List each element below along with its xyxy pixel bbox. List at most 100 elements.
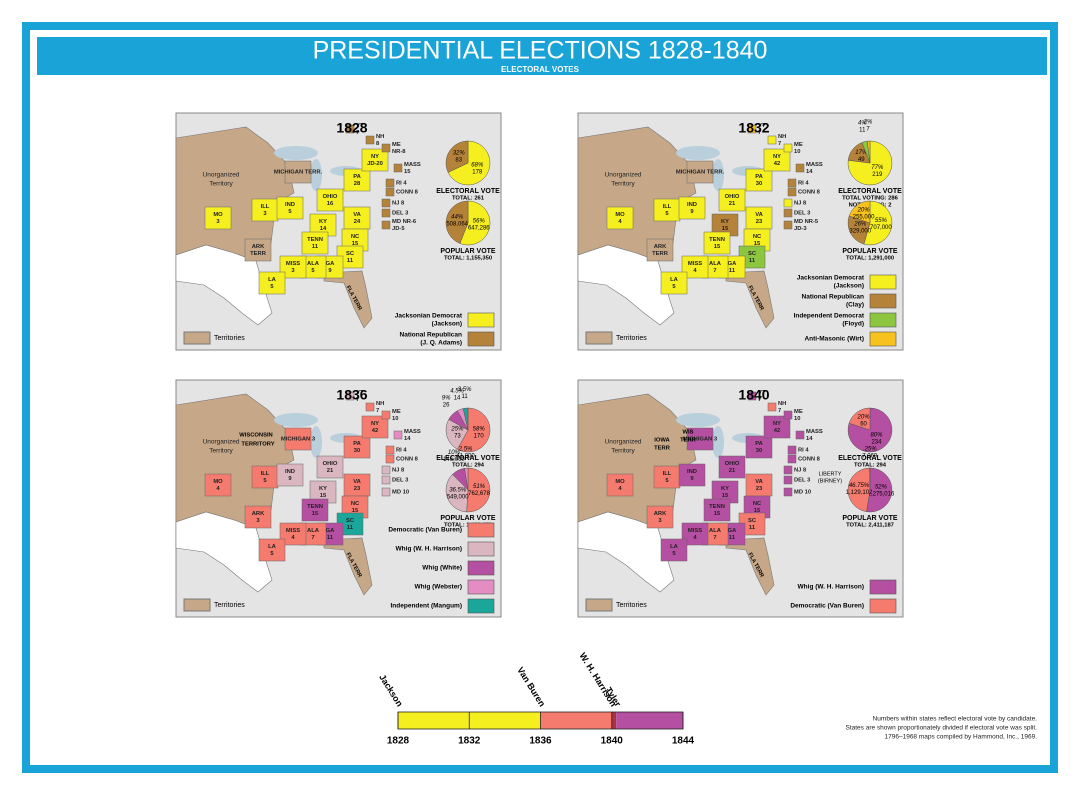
state-label: MD 10 <box>392 490 409 496</box>
state-label: KY <box>721 219 729 225</box>
pie-percent: 46.75% <box>849 483 870 489</box>
state-label: NC <box>351 501 360 507</box>
map-panel: MO3ILL3IND5OHIO16KY14TENN11VA24NC15SC11G… <box>175 112 502 351</box>
state-label: MISS <box>286 261 300 267</box>
pie-caption: ELECTORAL VOTE <box>838 455 902 462</box>
pie-count: 60 <box>860 422 867 428</box>
mexico-region <box>577 244 675 326</box>
state <box>703 231 731 255</box>
legend-swatch <box>467 312 495 328</box>
lake <box>676 146 720 160</box>
state-label: MICHIGAN TERR. <box>676 170 725 176</box>
pie-percent: 58% <box>473 426 486 432</box>
state-label: VA <box>755 479 763 485</box>
pie-slice <box>462 407 469 431</box>
term-bar <box>540 712 612 729</box>
state <box>393 163 403 173</box>
state-label: SC <box>346 251 355 257</box>
state-label: LA <box>268 277 277 283</box>
pie-percent: 3.5% <box>458 387 472 393</box>
legend-label: National Republican <box>400 332 463 339</box>
state-label: NC <box>351 234 360 240</box>
state-label: KY <box>319 219 327 225</box>
state-label: ALA <box>709 261 722 267</box>
state-label: 3 <box>256 518 260 524</box>
territory-label: Unorganized <box>605 172 642 179</box>
state-label: MISS <box>286 528 300 534</box>
state-label: ME <box>794 409 803 415</box>
pie-percent: 52% <box>875 484 888 490</box>
state-label: ARK <box>252 511 265 517</box>
state-label: 15 <box>754 241 761 247</box>
legend-swatch <box>869 312 897 328</box>
state-label: 11 <box>347 525 354 531</box>
state <box>361 148 389 172</box>
pie-count: 170 <box>474 433 485 439</box>
state-label: 14 <box>404 436 411 442</box>
legend-label: (Floyd) <box>842 321 864 328</box>
pie-slice <box>445 140 469 173</box>
state-label: NH <box>778 401 786 407</box>
state-label: 42 <box>774 161 780 167</box>
pie-percent: 77% <box>871 165 884 171</box>
state-label: 7 <box>311 535 314 541</box>
year: 1828 <box>336 120 367 136</box>
state-label: NY <box>773 421 781 427</box>
state-label: PA <box>353 441 361 447</box>
state-label: ARK <box>654 244 667 250</box>
state-label: 4 <box>693 268 697 274</box>
state-label: ARK <box>654 511 667 517</box>
state-label: 24 <box>354 219 361 225</box>
state-label: 15 <box>352 241 359 247</box>
state-label: NH <box>376 134 384 140</box>
state-label: 30 <box>756 448 762 454</box>
state-label: 42 <box>774 428 780 434</box>
state-label: SC <box>346 518 355 524</box>
state-label: GA <box>326 261 336 267</box>
state-label: NH <box>376 401 384 407</box>
lake <box>274 146 318 160</box>
territory-legend: Territories <box>616 335 647 342</box>
florida <box>323 537 373 596</box>
pie-percent: 4.5% <box>450 389 464 395</box>
state <box>365 402 375 412</box>
state-label: 11 <box>749 258 756 264</box>
state-label: TENN <box>709 237 725 243</box>
state <box>244 505 272 529</box>
territory-swatch <box>585 598 613 612</box>
term-bar <box>611 712 617 729</box>
state <box>279 255 307 279</box>
legend-label: Anti-Masonic (Wirt) <box>804 336 864 343</box>
state <box>718 455 746 479</box>
state <box>646 505 674 529</box>
pie-percent: 9% <box>442 396 451 402</box>
state <box>787 445 797 455</box>
state <box>747 391 757 401</box>
pie-count: 7 <box>866 127 870 133</box>
state-label: 9 <box>288 476 292 482</box>
term-name: Jackson <box>377 672 405 708</box>
legend-label: (Clay) <box>846 302 864 309</box>
state-label: PA <box>353 174 361 180</box>
pie-slice <box>457 407 491 453</box>
state-label: NR-8 <box>392 149 406 155</box>
state-label: 7 <box>778 408 781 414</box>
territory-label: IOWA <box>654 438 670 444</box>
state-label: IND <box>285 202 295 208</box>
state-label: MD NR-5 <box>794 219 819 225</box>
legend-swatch <box>869 331 897 347</box>
state-label: NC <box>753 234 762 240</box>
state-label: 15 <box>404 169 411 175</box>
state <box>204 473 232 497</box>
state-label: ALA <box>307 261 320 267</box>
state-label: NJ 8 <box>392 468 405 474</box>
pie-slice <box>866 140 871 164</box>
pie-percent: 51% <box>473 484 486 490</box>
state <box>681 255 709 279</box>
state <box>381 143 391 153</box>
state-label: 3 <box>263 211 267 217</box>
pie-caption: TOTAL: 1,155,350 <box>444 256 492 262</box>
state-label: 14 <box>806 436 813 442</box>
